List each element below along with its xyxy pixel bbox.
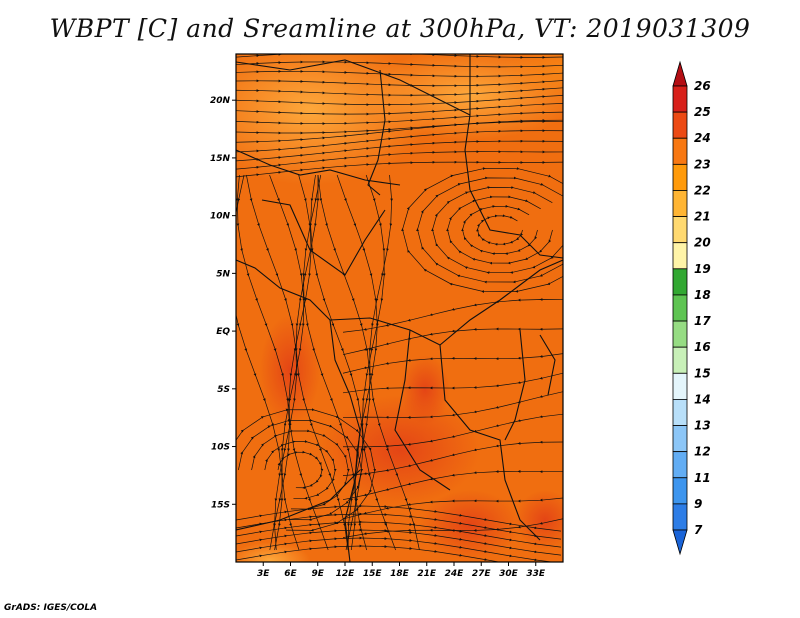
- lat-tick-label: 15S: [211, 500, 230, 510]
- streamline: [342, 298, 563, 333]
- colorbar-label: 7: [694, 523, 703, 537]
- colorbar-segment: [672, 163, 688, 191]
- lon-tick-label: 9E: [312, 569, 325, 579]
- colorbar-segment: [672, 111, 688, 139]
- colorbar-label: 22: [694, 183, 711, 197]
- lat-tick-label: 5S: [217, 385, 230, 395]
- streamline: [236, 160, 563, 178]
- colorbar-label: 19: [694, 262, 711, 276]
- streamline: [236, 54, 563, 59]
- lon-tick-label: 3E: [257, 569, 270, 579]
- lat-tick-label: 5N: [216, 269, 230, 279]
- streamline: [342, 327, 563, 356]
- colorbar-label: 14: [694, 392, 711, 406]
- grads-credit: GrADS: IGES/COLA: [4, 603, 98, 613]
- colorbar-label: 26: [694, 79, 711, 93]
- streamline: [236, 60, 563, 69]
- colorbar-segment: [672, 477, 688, 505]
- lon-tick-label: 30E: [499, 569, 519, 579]
- colorbar-label: 12: [694, 445, 711, 459]
- colorbar-top-arrow: [672, 60, 688, 87]
- lat-tick-label: 15N: [210, 154, 231, 164]
- colorbar-label: 16: [694, 340, 711, 354]
- lat-tick-label: EQ: [216, 327, 230, 337]
- streamlines: [236, 54, 563, 562]
- lat-tick-label: 20N: [210, 96, 231, 106]
- colorbar-label: 13: [694, 419, 711, 433]
- map-field: [236, 54, 563, 562]
- streamline: [236, 79, 563, 88]
- colorbar-segment: [672, 425, 688, 453]
- lon-tick-label: 6E: [284, 569, 297, 579]
- colorbar-segment: [672, 190, 688, 217]
- colorbar-label: 23: [694, 157, 711, 171]
- colorbar-segment: [672, 242, 688, 270]
- wbpt-hot-patch: [515, 490, 563, 550]
- colorbar-segment: [672, 451, 688, 479]
- wbpt-hot-patch: [400, 355, 450, 425]
- latitude-axis: 20N 15N 10N 5N EQ 5S 10S 15S: [210, 96, 236, 510]
- colorbar-segment: [672, 85, 688, 113]
- wbpt-hot-patch: [320, 395, 480, 505]
- colorbar-segment: [672, 268, 688, 296]
- lon-tick-label: 27E: [472, 569, 492, 579]
- colorbar-label: 20: [694, 236, 711, 250]
- streamline: [236, 87, 563, 97]
- lon-tick-label: 33E: [526, 569, 546, 579]
- streamline: [236, 544, 538, 562]
- streamline: [342, 470, 563, 501]
- colorbar-label: 9: [694, 497, 702, 511]
- streamline: [342, 353, 563, 374]
- colorbar-segment: [672, 294, 688, 322]
- colorbar-segment: [672, 399, 688, 426]
- page-title: WBPT [C] and Sreamline at 300hPa, VT: 20…: [49, 14, 751, 43]
- colorbar-bottom-arrow: [672, 529, 688, 556]
- colorbar-label: 21: [694, 210, 711, 224]
- lon-tick-label: 15E: [363, 569, 383, 579]
- lat-tick-label: 10S: [211, 443, 230, 453]
- colorbar-label: 17: [694, 314, 711, 328]
- lon-tick-label: 24E: [445, 569, 465, 579]
- colorbar-label: 11: [694, 471, 711, 485]
- colorbar-label: 25: [694, 105, 711, 119]
- colorbar-segment: [672, 320, 688, 348]
- lon-tick-label: 12E: [336, 569, 356, 579]
- streamline: [236, 69, 563, 78]
- colorbar-label: 24: [694, 131, 711, 145]
- lat-tick-label: 10N: [210, 212, 231, 222]
- colorbar-segment: [672, 137, 688, 165]
- colorbar-label: 18: [694, 288, 711, 302]
- colorbar-label: 15: [694, 366, 711, 380]
- lon-tick-label: 18E: [390, 569, 410, 579]
- colorbar: 7 9 11 12 13 14 15 16 17 18 19 20 21 22 23 24 25 26: [672, 60, 711, 556]
- colorbar-segment: [672, 372, 688, 400]
- streamline: [342, 372, 563, 394]
- lon-tick-label: 21E: [417, 569, 437, 579]
- colorbar-segment: [672, 503, 688, 531]
- colorbar-segment: [672, 346, 688, 374]
- longitude-axis: 3E 6E 9E 12E 15E 18E 21E 24E 27E 30E 33E: [257, 562, 546, 579]
- colorbar-segment: [672, 216, 688, 244]
